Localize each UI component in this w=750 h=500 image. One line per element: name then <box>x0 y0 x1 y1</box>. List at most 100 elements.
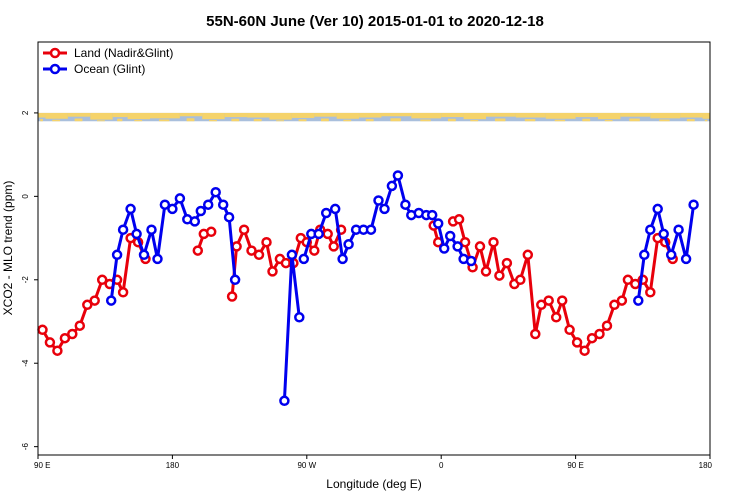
data-point <box>223 211 235 223</box>
y-axis: -6 -4 -2 0 2 <box>21 110 38 450</box>
data-point <box>320 207 332 219</box>
map-strip-land <box>704 119 708 122</box>
data-point <box>89 295 100 306</box>
data-point <box>386 180 398 192</box>
map-strip <box>38 112 710 122</box>
data-point <box>328 241 339 252</box>
data-point <box>131 228 142 240</box>
map-strip-land <box>604 120 613 122</box>
map-strip-land <box>112 112 128 118</box>
data-point <box>543 295 554 306</box>
data-point <box>111 249 123 261</box>
data-point <box>146 224 157 235</box>
data-point <box>246 245 257 256</box>
x-tick-label: 90 W <box>297 461 316 470</box>
data-point <box>202 199 214 210</box>
data-point <box>192 245 204 256</box>
data-point <box>379 203 390 215</box>
data-point <box>680 253 692 265</box>
x-tick-label: 0 <box>439 461 444 470</box>
map-strip-land <box>179 112 203 117</box>
map-strip-land <box>650 112 681 119</box>
data-point <box>515 274 526 286</box>
data-point <box>67 328 78 340</box>
data-point <box>105 295 117 306</box>
map-strip-land <box>524 119 536 122</box>
data-point <box>229 274 241 286</box>
legend-label-land: Land (Nadir&Glint) <box>74 46 173 60</box>
data-point <box>536 299 547 311</box>
y-tick-label: -2 <box>21 276 30 284</box>
y-axis-label: XCO2 - MLO trend (ppm) <box>1 181 15 316</box>
map-strip-land <box>90 112 113 120</box>
data-point <box>530 328 541 340</box>
data-point <box>665 249 677 261</box>
data-point <box>44 337 56 348</box>
data-point <box>59 332 71 344</box>
map-strip-land <box>276 120 285 122</box>
map-strip-land <box>598 112 621 120</box>
map-strip-land <box>314 112 337 117</box>
y-tick-label: -4 <box>21 359 30 367</box>
data-point <box>117 287 129 298</box>
data-point <box>601 320 613 331</box>
data-point <box>286 249 298 261</box>
map-strip-land <box>343 119 352 122</box>
series-ocean <box>105 170 699 407</box>
map-strip-land <box>463 112 486 120</box>
plot-frame <box>37 41 711 456</box>
map-strip-land <box>96 120 105 122</box>
legend-label-ocean: Ocean (Glint) <box>74 62 145 76</box>
map-strip-land <box>554 119 566 122</box>
x-axis: 90 E 180 90 W 0 90 E 180 <box>34 455 713 470</box>
map-strip-land <box>269 112 292 120</box>
data-point <box>494 270 505 281</box>
map-strip-land <box>470 120 479 122</box>
map-strip-land <box>486 112 516 117</box>
map-strip-land <box>38 112 46 118</box>
map-strip-land <box>702 112 710 119</box>
legend: Land (Nadir&Glint) Ocean (Glint) <box>43 46 173 76</box>
data-point <box>426 209 438 221</box>
data-point <box>550 312 562 323</box>
data-point <box>465 255 477 267</box>
data-point <box>459 236 471 248</box>
map-strip-land <box>52 119 61 122</box>
map-strip-land <box>67 112 91 117</box>
legend-marker-ocean <box>49 63 61 75</box>
data-point <box>488 236 499 248</box>
data-point <box>52 345 63 356</box>
x-axis-label: Longitude (deg E) <box>326 477 421 491</box>
data-point <box>658 228 669 240</box>
data-point <box>74 320 86 331</box>
map-strip-land <box>659 119 670 122</box>
map-strip-land <box>45 112 68 119</box>
data-point <box>253 249 265 261</box>
map-strip-land <box>381 112 412 117</box>
series-line <box>41 236 147 353</box>
map-strip-land <box>40 119 43 122</box>
data-point <box>452 241 463 252</box>
legend-marker-land <box>49 47 61 59</box>
map-strip-land <box>117 118 123 122</box>
map-strip-land <box>620 112 651 117</box>
map-strip-land <box>420 119 431 122</box>
data-point <box>609 299 620 311</box>
data-point <box>138 249 150 261</box>
data-point <box>261 236 272 248</box>
map-strip-land <box>359 112 382 118</box>
map-strip-land <box>127 112 150 120</box>
data-point <box>522 249 534 261</box>
map-strip-land <box>545 112 576 119</box>
data-point <box>294 312 305 323</box>
map-strip-land <box>320 118 329 122</box>
data-point <box>432 218 444 229</box>
data-point <box>174 193 186 204</box>
data-point <box>579 345 590 356</box>
map-strip-land <box>390 118 401 122</box>
data-point <box>217 199 229 210</box>
data-point <box>673 224 684 235</box>
data-point <box>373 195 384 206</box>
map-strip-land <box>680 112 703 118</box>
data-point <box>210 186 221 198</box>
